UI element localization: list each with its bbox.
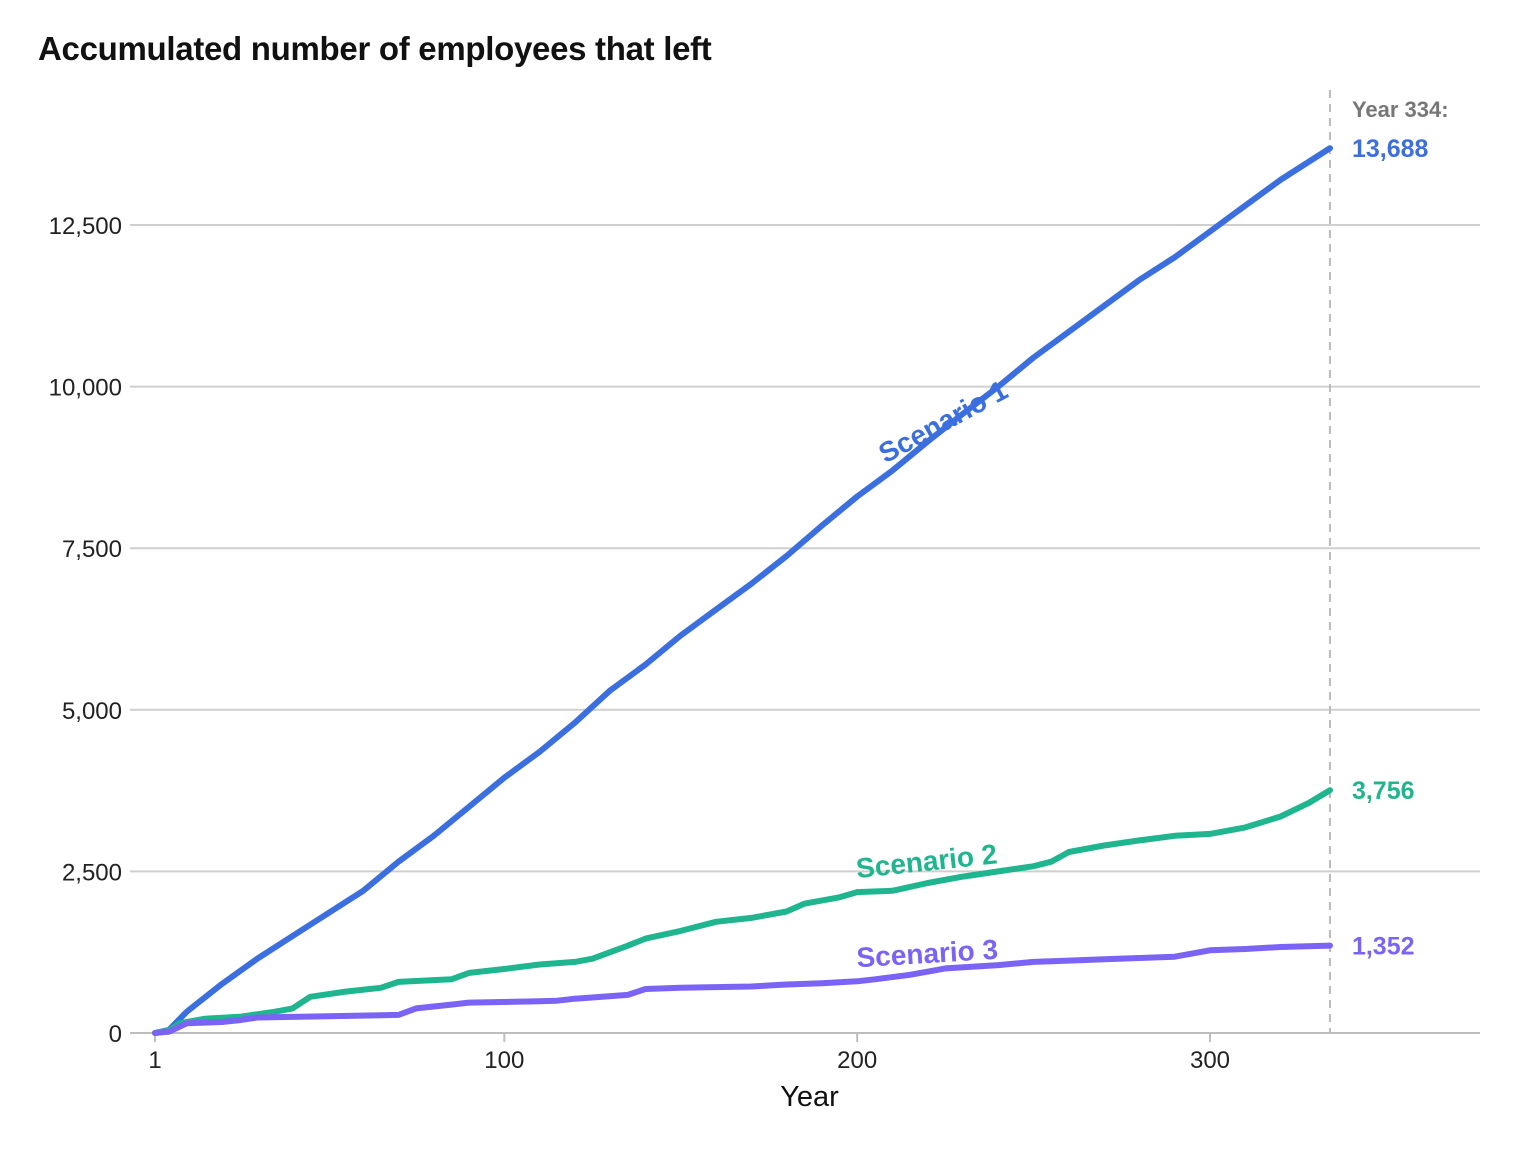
x-tick-label: 1 [148, 1047, 161, 1074]
x-axis-title: Year [780, 1081, 839, 1113]
y-axis-tick-labels: 0 2,500 5,000 7,500 10,000 12,500 [49, 213, 122, 1048]
end-value-label-2: 3,756 [1352, 777, 1415, 805]
series-name-label-1: Scenario 1 [873, 374, 1012, 469]
y-tick-label: 0 [109, 1021, 122, 1048]
y-tick-label: 10,000 [49, 375, 122, 402]
end-value-label-3: 1,352 [1352, 933, 1415, 961]
year-marker-label: Year 334: [1352, 97, 1449, 122]
series-lines [152, 145, 1333, 1036]
x-tick-label: 300 [1190, 1047, 1230, 1074]
y-tick-label: 5,000 [62, 698, 122, 725]
series-line-1 [152, 145, 1333, 1036]
series-line-3 [152, 942, 1333, 1036]
end-value-labels: 13,688 3,756 1,352 [1352, 135, 1429, 960]
y-tick-label: 2,500 [62, 859, 122, 886]
y-tick-label: 12,500 [49, 213, 122, 240]
x-axis-tick-labels: 1 100 200 300 [148, 1033, 1230, 1074]
chart-title: Accumulated number of employees that lef… [38, 30, 712, 67]
x-tick-label: 200 [837, 1047, 877, 1074]
gridlines [130, 224, 1480, 873]
x-tick-label: 100 [484, 1047, 524, 1074]
series-line-2 [152, 787, 1333, 1036]
end-value-label-1: 13,688 [1352, 135, 1429, 163]
y-tick-label: 7,500 [62, 536, 122, 563]
